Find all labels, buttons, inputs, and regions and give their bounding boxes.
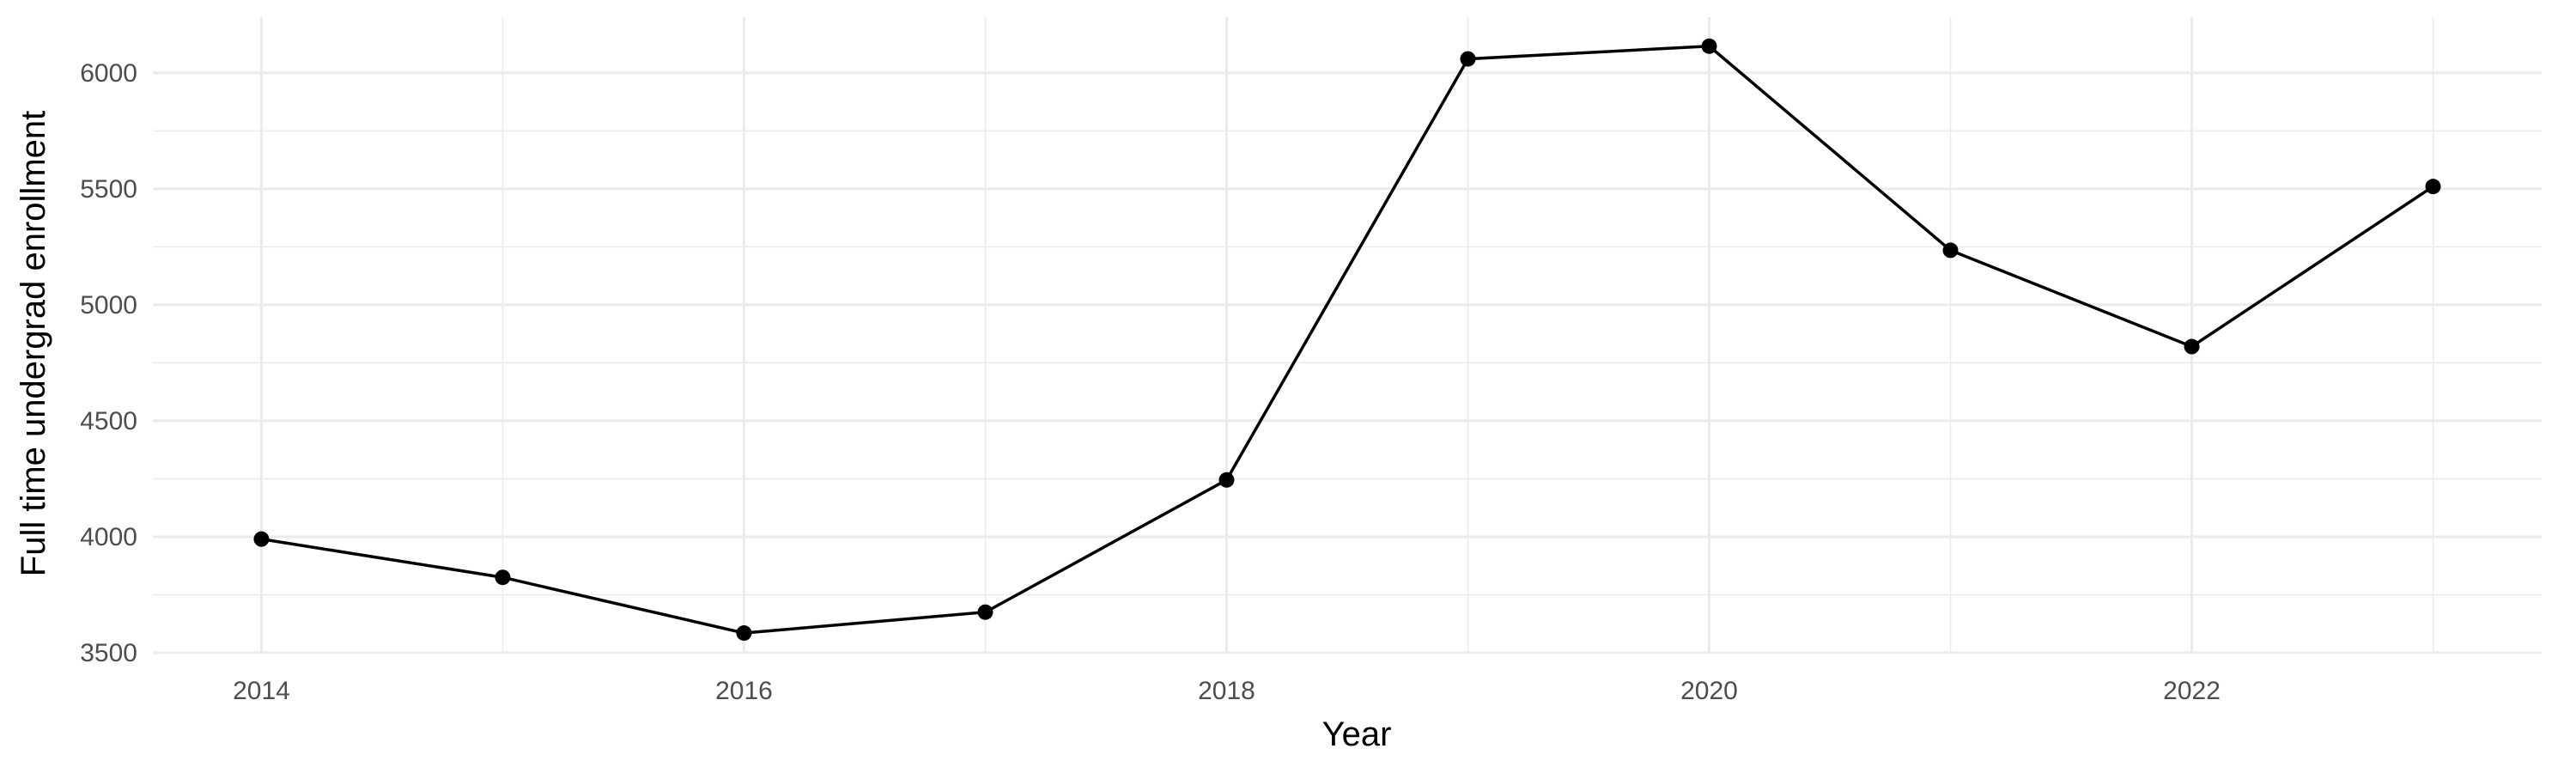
x-tick-labels: 2014 2016 2018 2020 2022 (233, 677, 2221, 705)
data-point (253, 531, 270, 547)
data-point (1942, 242, 1959, 259)
y-tick-label: 4500 (80, 407, 137, 435)
grid-lines (153, 17, 2542, 654)
series-group (253, 38, 2441, 642)
y-tick-label: 6000 (80, 59, 137, 88)
data-point (2425, 179, 2441, 195)
data-point (1460, 51, 1476, 67)
x-tick-label: 2018 (1198, 677, 1255, 705)
y-tick-label: 5500 (80, 175, 137, 204)
x-tick-label: 2016 (715, 677, 773, 705)
x-axis-title: Year (1322, 715, 1392, 753)
y-axis-title: Full time undergrad enrollment (15, 111, 52, 576)
y-tick-label: 4000 (80, 523, 137, 551)
data-point (977, 604, 993, 620)
y-tick-labels: 3500 4000 4500 5000 5500 6000 (80, 59, 137, 667)
x-tick-label: 2022 (2163, 677, 2221, 705)
y-tick-label: 5000 (80, 291, 137, 320)
x-tick-label: 2014 (233, 677, 290, 705)
data-point (1701, 38, 1717, 54)
data-point (1218, 472, 1235, 488)
data-point (495, 569, 511, 586)
y-tick-label: 3500 (80, 639, 137, 667)
series-line (261, 45, 2434, 635)
x-tick-label: 2020 (1680, 677, 1738, 705)
data-point (736, 625, 752, 642)
data-point (2184, 338, 2200, 355)
